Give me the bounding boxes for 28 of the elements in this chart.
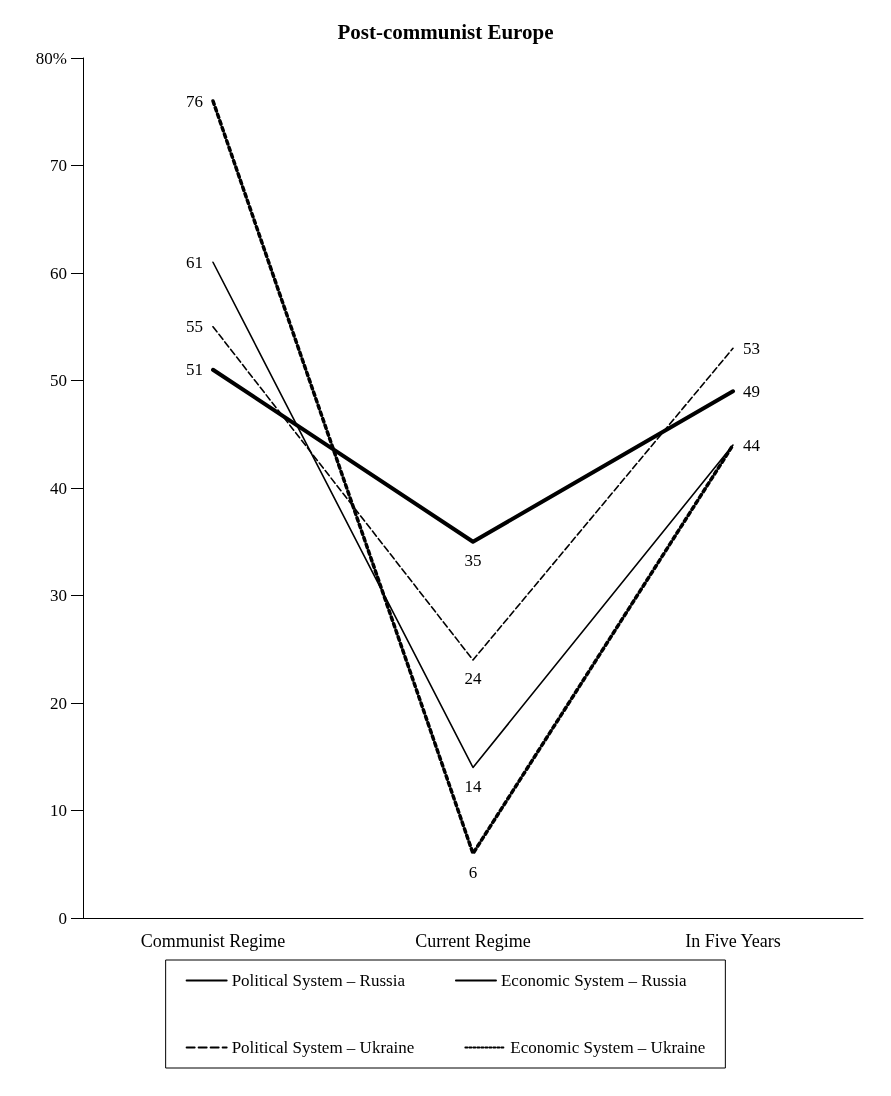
data-label: 53: [743, 338, 760, 358]
y-tick-label: 60: [50, 263, 67, 283]
y-tick-label: 80%: [35, 48, 67, 68]
legend-label: Economic System – Ukraine: [510, 1038, 706, 1057]
legend-label: Political System – Ukraine: [231, 1038, 415, 1057]
x-tick-label: In Five Years: [685, 931, 781, 951]
y-tick-label: 20: [50, 693, 67, 713]
data-label: 51: [186, 360, 203, 380]
y-tick-label: 50: [50, 371, 67, 390]
x-tick-label: Current Regime: [415, 931, 531, 951]
y-tick-label: 30: [50, 586, 67, 605]
data-label: 61: [186, 252, 203, 272]
data-label: 24: [464, 669, 482, 688]
data-label: 35: [464, 550, 482, 570]
x-tick-label: Communist Regime: [140, 931, 286, 951]
data-label: 44: [743, 435, 761, 455]
data-label: 14: [464, 776, 482, 796]
data-label: 55: [186, 317, 203, 337]
legend-label: Political System – Russia: [231, 971, 406, 990]
data-label: 49: [743, 381, 760, 401]
legend-label: Economic System – Russia: [500, 971, 687, 990]
chart-title: Post-communist Europe: [337, 19, 554, 44]
y-tick-label: 70: [50, 156, 67, 175]
data-label: 76: [186, 91, 203, 111]
data-label: 6: [468, 862, 478, 882]
y-tick-label: 10: [50, 801, 67, 820]
y-tick-label: 40: [50, 478, 67, 498]
y-tick-label: 0: [58, 908, 67, 928]
